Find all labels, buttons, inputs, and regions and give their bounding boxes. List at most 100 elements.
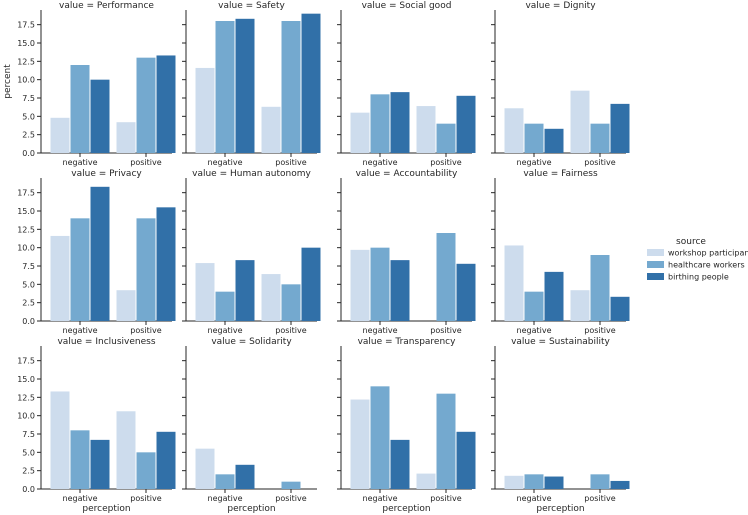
facet-panel: value = Safety negative positive bbox=[182, 1, 321, 167]
bar-positive-birthing-people bbox=[156, 55, 176, 153]
x-tick-label: positive bbox=[584, 494, 615, 503]
y-tick-label: 7.5 bbox=[22, 94, 35, 103]
bar-positive-birthing-people bbox=[456, 263, 476, 321]
facet-panel: value = Privacy 0.0 2.5 5.0 7.5 10.0 12.5 15.0 1… bbox=[17, 169, 176, 335]
bar-positive-birthing-people bbox=[301, 247, 321, 321]
legend: source workshop participants healthcare wo… bbox=[647, 237, 748, 282]
bar-positive-healthcare-workers bbox=[281, 284, 301, 321]
x-tick-label: negative bbox=[208, 494, 243, 503]
y-tick-label: 15.0 bbox=[17, 207, 35, 216]
x-tick-label: negative bbox=[517, 326, 552, 335]
bar-positive-birthing-people bbox=[610, 103, 630, 153]
bar-negative-healthcare-workers bbox=[70, 218, 90, 321]
bar-positive-birthing-people bbox=[156, 207, 176, 321]
bar-negative-healthcare-workers bbox=[215, 291, 235, 321]
y-tick-label: 15.0 bbox=[17, 39, 35, 48]
facet-title: value = Inclusiveness bbox=[57, 337, 155, 347]
x-axis-label: perception bbox=[227, 504, 275, 514]
y-tick-label: 5.0 bbox=[22, 448, 35, 457]
bar-positive-workshop-participants bbox=[116, 290, 136, 321]
facet-title: value = Performance bbox=[59, 1, 154, 11]
facet-title: value = Accountability bbox=[356, 169, 458, 179]
x-axis-label: perception bbox=[382, 504, 430, 514]
facet-title: value = Dignity bbox=[525, 1, 596, 11]
y-tick-label: 10.0 bbox=[17, 412, 35, 421]
facet-panel: value = Performance 0.0 2.5 5.0 7.5 10.0 12.5 1… bbox=[3, 1, 176, 167]
bar-positive-healthcare-workers bbox=[136, 57, 156, 153]
facet-panel: value = Fairness negative positive bbox=[491, 169, 630, 335]
bar-positive-healthcare-workers bbox=[590, 255, 610, 321]
y-tick-label: 5.0 bbox=[22, 280, 35, 289]
bar-positive-birthing-people bbox=[301, 13, 321, 153]
bar-negative-healthcare-workers bbox=[524, 123, 544, 153]
bar-negative-workshop-participants bbox=[50, 391, 70, 489]
x-tick-label: positive bbox=[130, 158, 161, 167]
bar-positive-birthing-people bbox=[156, 431, 176, 489]
y-tick-label: 12.5 bbox=[17, 393, 35, 402]
x-tick-label: positive bbox=[584, 158, 615, 167]
bar-negative-healthcare-workers bbox=[370, 247, 390, 321]
bar-positive-birthing-people bbox=[456, 95, 476, 153]
bar-negative-healthcare-workers bbox=[70, 430, 90, 489]
bar-positive-birthing-people bbox=[610, 480, 630, 489]
bar-negative-birthing-people bbox=[390, 260, 410, 321]
bar-negative-healthcare-workers bbox=[215, 474, 235, 489]
y-tick-label: 17.5 bbox=[17, 357, 35, 366]
legend-item-label: birthing people bbox=[668, 273, 729, 282]
legend-title: source bbox=[676, 237, 706, 247]
y-tick-label: 12.5 bbox=[17, 57, 35, 66]
bar-positive-healthcare-workers bbox=[136, 452, 156, 489]
bar-negative-healthcare-workers bbox=[524, 291, 544, 321]
bar-positive-healthcare-workers bbox=[436, 233, 456, 321]
facet-title: value = Solidarity bbox=[211, 337, 292, 347]
bar-positive-workshop-participants bbox=[261, 106, 281, 153]
facet-title: value = Human autonomy bbox=[192, 169, 311, 179]
x-tick-label: positive bbox=[430, 326, 461, 335]
bar-negative-healthcare-workers bbox=[70, 65, 90, 153]
y-tick-label: 0.0 bbox=[22, 485, 35, 494]
facet-title: value = Safety bbox=[218, 1, 285, 11]
bar-negative-birthing-people bbox=[235, 18, 255, 153]
legend-item-label: workshop participants bbox=[668, 249, 748, 258]
y-tick-label: 15.0 bbox=[17, 375, 35, 384]
y-tick-label: 7.5 bbox=[22, 430, 35, 439]
bar-positive-healthcare-workers bbox=[436, 393, 456, 489]
y-tick-label: 17.5 bbox=[17, 21, 35, 30]
bar-negative-workshop-participants bbox=[504, 475, 524, 489]
facet-panel: value = Solidarity negative positivepercep… bbox=[182, 337, 317, 514]
bar-positive-healthcare-workers bbox=[281, 21, 301, 153]
facet-panel: value = Inclusiveness 0.0 2.5 5.0 7.5 10.0 12.… bbox=[17, 337, 176, 514]
bar-negative-workshop-participants bbox=[350, 249, 370, 321]
bar-positive-healthcare-workers bbox=[590, 123, 610, 153]
bar-negative-healthcare-workers bbox=[215, 21, 235, 153]
bar-positive-healthcare-workers bbox=[136, 218, 156, 321]
bar-negative-workshop-participants bbox=[504, 245, 524, 321]
bar-negative-workshop-participants bbox=[195, 448, 215, 489]
bar-positive-healthcare-workers bbox=[436, 123, 456, 153]
y-tick-label: 0.0 bbox=[22, 317, 35, 326]
x-tick-label: positive bbox=[130, 494, 161, 503]
y-tick-label: 2.5 bbox=[22, 299, 35, 308]
x-tick-label: negative bbox=[63, 326, 98, 335]
facet-panel: value = Accountability negative positive bbox=[337, 169, 476, 335]
bar-positive-workshop-participants bbox=[261, 274, 281, 321]
facet-panel: value = Dignity negative positive bbox=[491, 1, 630, 167]
x-tick-label: negative bbox=[517, 158, 552, 167]
facet-title: value = Sustainability bbox=[511, 337, 610, 347]
bar-negative-birthing-people bbox=[235, 260, 255, 321]
bar-negative-birthing-people bbox=[390, 92, 410, 153]
bar-negative-birthing-people bbox=[90, 439, 110, 489]
legend-item-label: healthcare workers bbox=[668, 261, 745, 270]
bar-positive-workshop-participants bbox=[570, 90, 590, 153]
bar-positive-birthing-people bbox=[610, 296, 630, 321]
bar-negative-birthing-people bbox=[390, 439, 410, 489]
y-tick-label: 10.0 bbox=[17, 244, 35, 253]
y-tick-label: 10.0 bbox=[17, 76, 35, 85]
y-tick-label: 12.5 bbox=[17, 225, 35, 234]
bar-negative-birthing-people bbox=[544, 476, 564, 489]
bar-negative-healthcare-workers bbox=[370, 94, 390, 153]
legend-swatch bbox=[647, 273, 664, 280]
bar-negative-workshop-participants bbox=[350, 399, 370, 489]
bar-positive-workshop-participants bbox=[570, 290, 590, 321]
